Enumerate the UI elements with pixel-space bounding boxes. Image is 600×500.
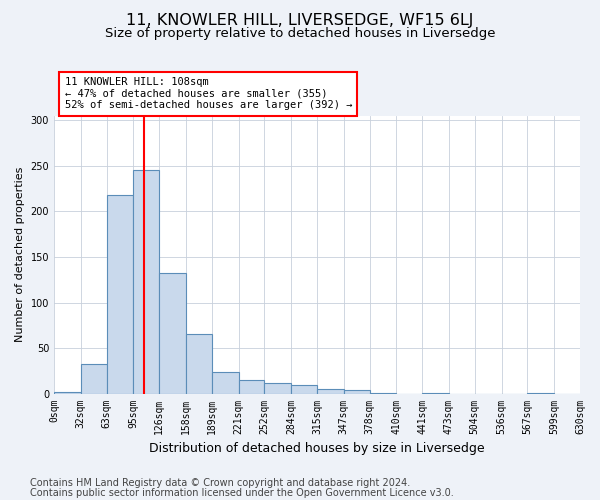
Bar bbox=[527, 392, 554, 394]
Bar bbox=[370, 392, 397, 394]
Bar bbox=[265, 382, 291, 394]
Bar bbox=[81, 364, 107, 394]
Bar bbox=[54, 392, 81, 394]
Text: Contains public sector information licensed under the Open Government Licence v3: Contains public sector information licen… bbox=[30, 488, 454, 498]
Bar bbox=[239, 380, 265, 394]
Bar bbox=[159, 274, 186, 394]
X-axis label: Distribution of detached houses by size in Liversedge: Distribution of detached houses by size … bbox=[149, 442, 485, 455]
Text: Size of property relative to detached houses in Liversedge: Size of property relative to detached ho… bbox=[105, 28, 495, 40]
Text: 11, KNOWLER HILL, LIVERSEDGE, WF15 6LJ: 11, KNOWLER HILL, LIVERSEDGE, WF15 6LJ bbox=[127, 12, 473, 28]
Bar bbox=[422, 392, 449, 394]
Text: 11 KNOWLER HILL: 108sqm
← 47% of detached houses are smaller (355)
52% of semi-d: 11 KNOWLER HILL: 108sqm ← 47% of detache… bbox=[65, 77, 352, 110]
Text: Contains HM Land Registry data © Crown copyright and database right 2024.: Contains HM Land Registry data © Crown c… bbox=[30, 478, 410, 488]
Bar bbox=[317, 389, 344, 394]
Bar bbox=[291, 386, 317, 394]
Bar bbox=[186, 334, 212, 394]
Bar bbox=[344, 390, 370, 394]
Bar bbox=[107, 195, 133, 394]
Bar bbox=[133, 170, 159, 394]
Y-axis label: Number of detached properties: Number of detached properties bbox=[15, 167, 25, 342]
Bar bbox=[212, 372, 239, 394]
